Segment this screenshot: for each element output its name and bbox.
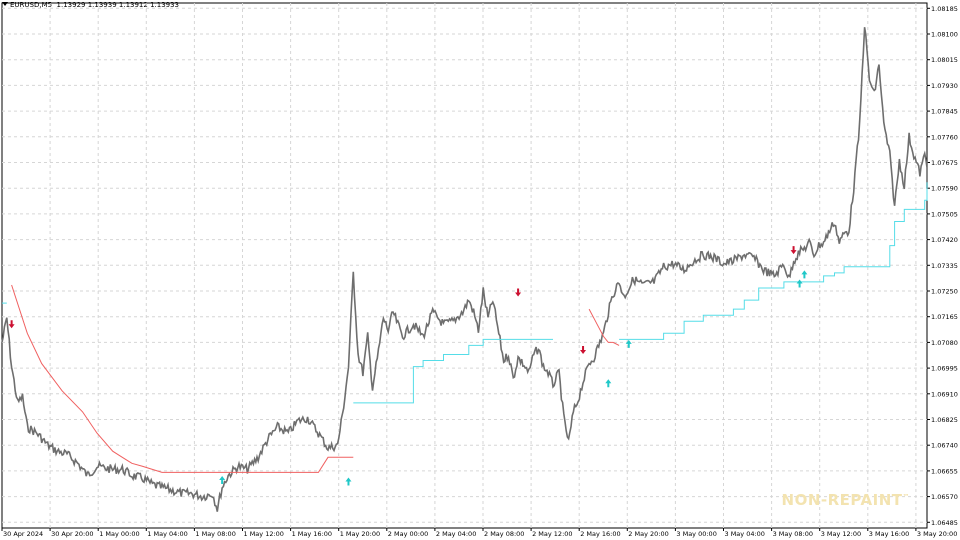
watermark: NON-REPAINT™	[782, 491, 910, 509]
y-tick-label: 1.07335	[931, 262, 958, 270]
y-tick-label: 1.08185	[931, 5, 958, 13]
y-tick-label: 1.07845	[931, 108, 958, 116]
sell-arrow-icon	[580, 345, 587, 354]
watermark-mark: ™	[902, 493, 910, 501]
x-tick-label: 1 May 12:00	[244, 530, 284, 538]
x-tick-label: 2 May 00:00	[388, 530, 428, 538]
x-tick-label: 30 Apr 2024	[3, 530, 43, 538]
y-tick-label: 1.07165	[931, 313, 958, 321]
quote-label: 1.13929 1.13939 1.13912 1.13933	[56, 1, 180, 9]
y-tick-label: 1.07420	[931, 236, 958, 244]
x-tick-label: 1 May 04:00	[147, 530, 187, 538]
y-tick-label: 1.07250	[931, 288, 958, 296]
x-tick-label: 1 May 16:00	[292, 530, 332, 538]
y-tick-label: 1.07505	[931, 210, 958, 218]
y-tick-label: 1.06485	[931, 519, 958, 527]
x-tick-label: 2 May 12:00	[532, 530, 572, 538]
buy-arrow-icon	[625, 339, 632, 348]
x-tick-label: 2 May 16:00	[580, 530, 620, 538]
y-tick-label: 1.07760	[931, 133, 958, 141]
stop-down-line	[588, 308, 620, 346]
y-tick-label: 1.08100	[931, 31, 958, 39]
y-tick-label: 1.06995	[931, 365, 958, 373]
chart-header: EURUSD,M5 1.13929 1.13939 1.13912 1.1393…	[2, 1, 179, 9]
y-tick-label: 1.06825	[931, 416, 958, 424]
buy-arrow-icon	[345, 477, 352, 486]
x-tick-label: 3 May 16:00	[869, 530, 909, 538]
sell-arrow-icon	[790, 246, 797, 255]
y-tick-label: 1.07590	[931, 185, 958, 193]
y-tick-label: 1.07675	[931, 159, 958, 167]
sell-arrow-icon	[515, 288, 522, 297]
y-tick-label: 1.06570	[931, 493, 958, 501]
x-tick-label: 30 Apr 20:00	[51, 530, 93, 538]
y-tick-label: 1.08015	[931, 56, 958, 64]
stop-down-line	[11, 284, 354, 473]
buy-arrow-icon	[801, 270, 808, 279]
x-tick-label: 3 May 00:00	[676, 530, 716, 538]
sell-arrow-icon	[8, 320, 15, 329]
x-tick-label: 3 May 20:00	[917, 530, 957, 538]
symbol-label: EURUSD,M5	[10, 1, 53, 9]
price-line	[1, 27, 928, 512]
stop-up-line	[353, 338, 553, 404]
buy-arrow-icon	[605, 379, 612, 388]
y-tick-label: 1.07080	[931, 339, 958, 347]
y-tick-label: 1.07930	[931, 82, 958, 90]
collapse-triangle-icon[interactable]	[2, 2, 8, 6]
watermark-text: NON-REPAINT	[781, 491, 903, 509]
x-tick-label: 2 May 04:00	[436, 530, 476, 538]
y-tick-label: 1.06655	[931, 467, 958, 475]
x-tick-label: 3 May 12:00	[821, 530, 861, 538]
buy-arrow-icon	[796, 279, 803, 288]
buy-arrow-icon	[219, 475, 226, 484]
y-tick-label: 1.06910	[931, 390, 958, 398]
x-tick-label: 1 May 00:00	[99, 530, 139, 538]
y-tick-label: 1.06740	[931, 442, 958, 450]
stop-up-line	[619, 182, 928, 340]
x-tick-label: 2 May 08:00	[484, 530, 524, 538]
x-tick-label: 2 May 20:00	[628, 530, 668, 538]
x-tick-label: 3 May 04:00	[725, 530, 765, 538]
x-tick-label: 1 May 20:00	[340, 530, 380, 538]
x-tick-label: 1 May 08:00	[195, 530, 235, 538]
x-tick-label: 3 May 08:00	[773, 530, 813, 538]
